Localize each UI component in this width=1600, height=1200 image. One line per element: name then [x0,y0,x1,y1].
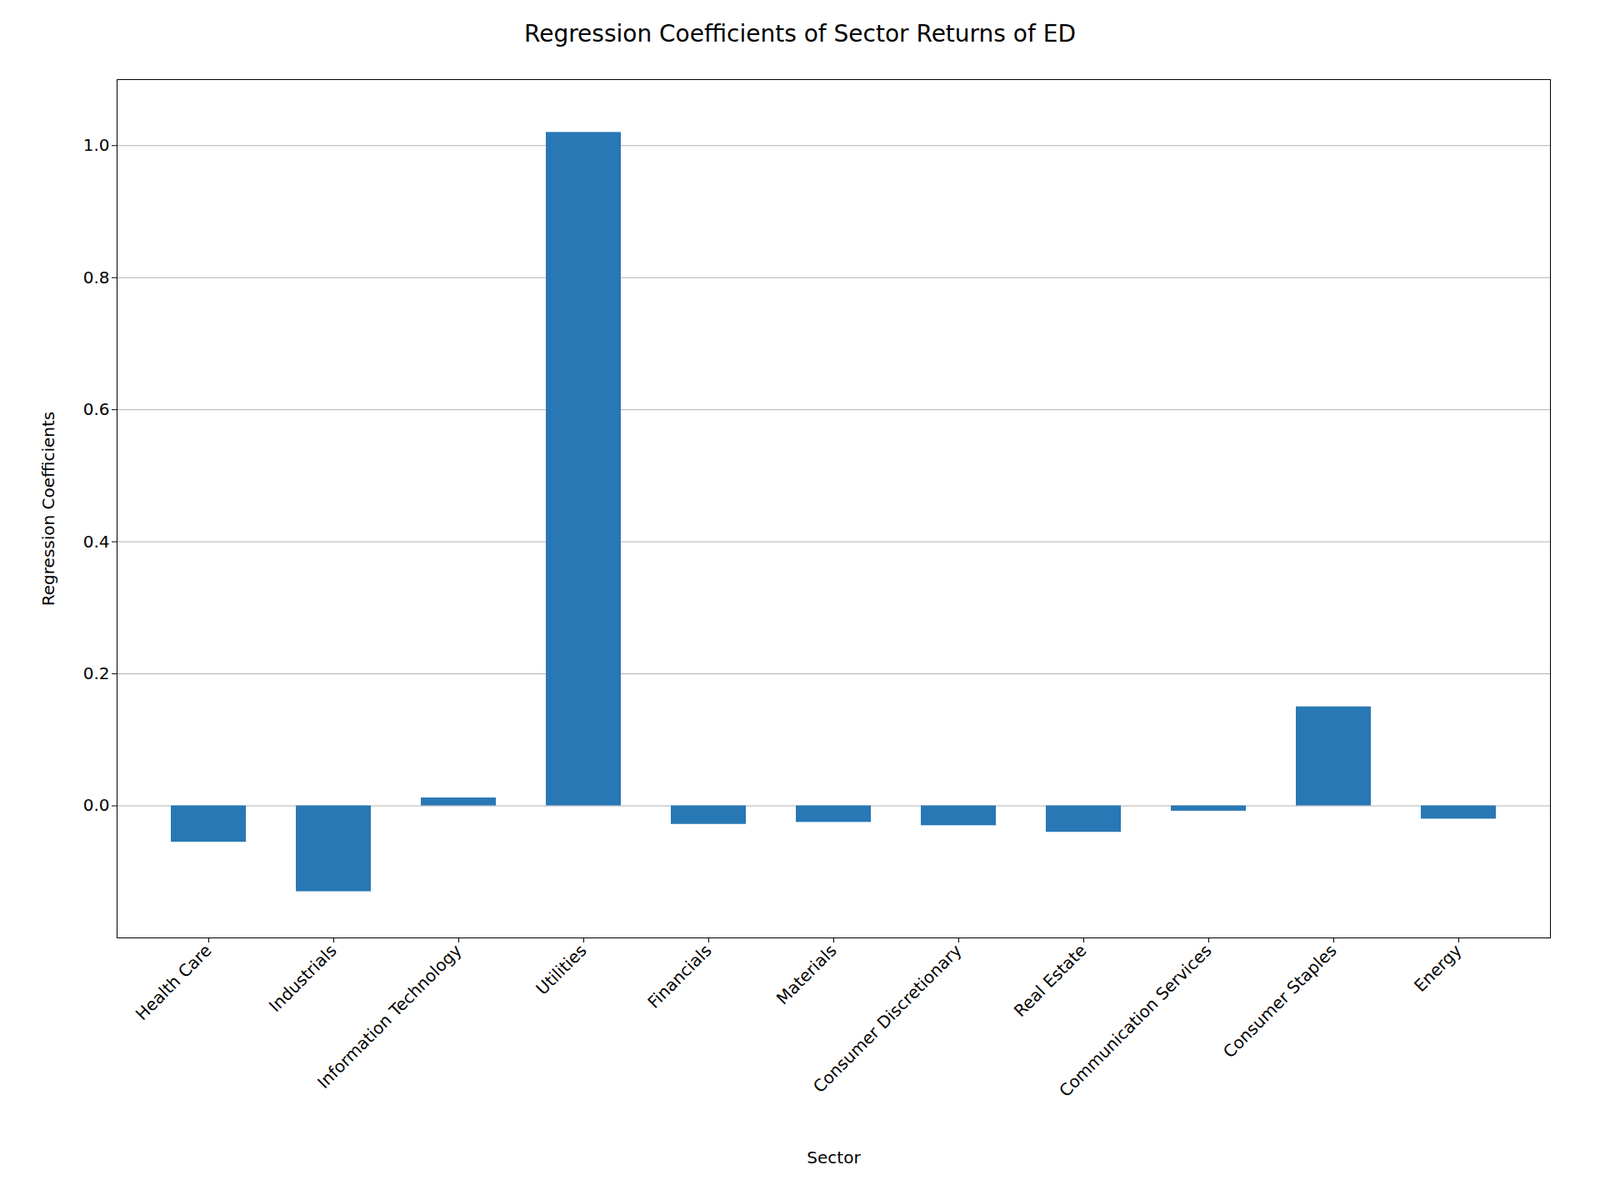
svg-text:Real Estate: Real Estate [1010,940,1091,1021]
svg-text:0.6: 0.6 [83,399,110,420]
svg-text:Regression Coefficients: Regression Coefficients [38,411,59,606]
html-text:Regression Coefficients of Sec: Regression Coefficients of Sector Return… [524,20,1076,48]
svg-text:1.0: 1.0 [83,135,110,155]
svg-text:0.8: 0.8 [83,267,110,288]
svg-text:Industrials: Industrials [265,940,341,1016]
svg-text:Materials: Materials [772,940,841,1009]
svg-text:Consumer Staples: Consumer Staples [1219,940,1341,1062]
svg-text:Information Technology: Information Technology [313,940,466,1093]
svg-text:Sector: Sector [806,1147,861,1168]
svg-text:Financials: Financials [643,940,715,1012]
svg-text:Health Care: Health Care [131,940,216,1025]
svg-text:Energy: Energy [1410,940,1466,996]
svg-text:Utilities: Utilities [531,940,590,999]
svg-text:0.4: 0.4 [83,531,110,552]
svg-text:Communication Services: Communication Services [1055,940,1216,1101]
svg-text:0.0: 0.0 [83,795,110,815]
svg-text:Consumer Discretionary: Consumer Discretionary [809,940,966,1097]
svg-text:0.2: 0.2 [83,663,110,684]
